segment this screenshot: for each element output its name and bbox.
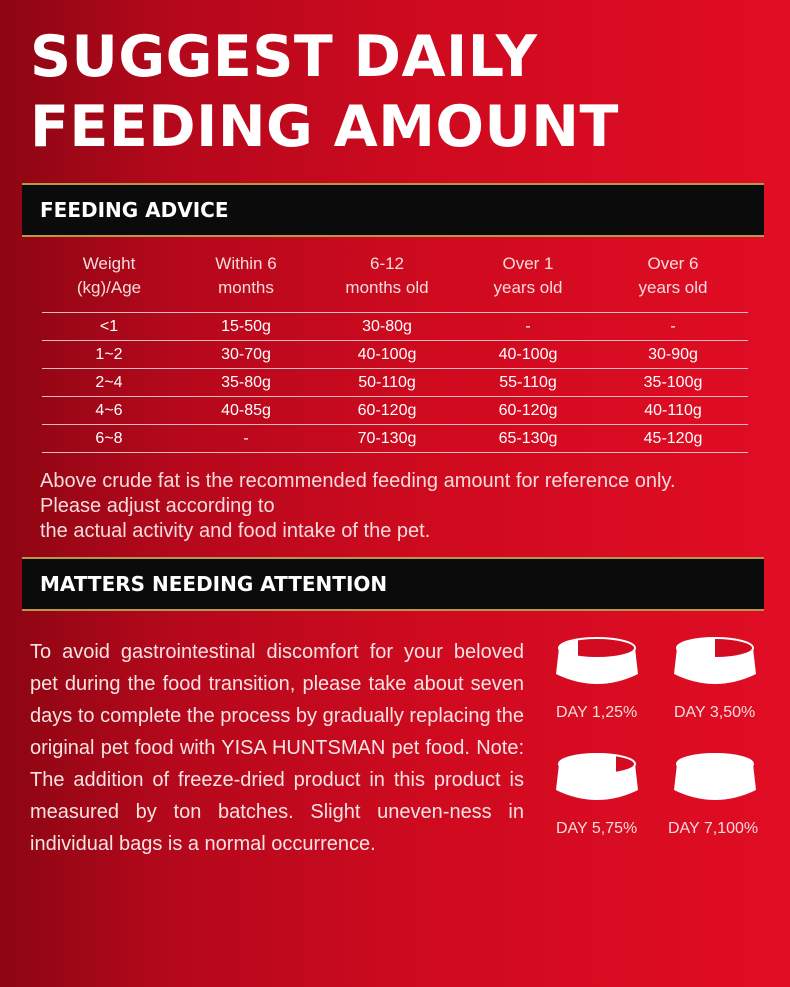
- table-row: 4~6 40-85g 60-120g 60-120g 40-110g: [42, 396, 748, 424]
- table-cell: 70-130g: [357, 429, 417, 447]
- table-cell: 30-80g: [362, 317, 412, 335]
- header-text-line: Over 6: [647, 254, 699, 273]
- table-cell: 30-90g: [648, 345, 698, 363]
- table-cell: 40-100g: [357, 345, 417, 363]
- bowl-caption: DAY 5,75%: [556, 820, 638, 837]
- header-text-line: Over 1: [502, 254, 554, 273]
- table-row: 2~4 35-80g 50-110g 55-110g 35-100g: [42, 368, 748, 396]
- table-row: 1~2 30-70g 40-100g 40-100g 30-90g: [42, 340, 748, 368]
- table-cell: 2~4: [95, 373, 123, 391]
- header-text-line: years old: [493, 278, 563, 297]
- table-cell: -: [670, 317, 676, 335]
- bowl-icon: [670, 632, 760, 692]
- header-text-line: months: [218, 278, 274, 297]
- table-header-row: Weight (kg)/Age Within 6 months 6-12 months…: [42, 252, 748, 312]
- reference-note: Above crude fat is the recommended feedi…: [40, 469, 676, 544]
- page-title: SUGGEST DAILY FEEDING AMOUNT: [30, 22, 619, 162]
- table-cell: 60-120g: [498, 401, 558, 419]
- header-text-line: Within 6: [215, 254, 277, 273]
- table-body: <1 15-50g 30-80g - - 1~2 30-70g 40-100g 40-100g 3…: [42, 312, 748, 453]
- header-text-line: 6-12: [369, 254, 405, 273]
- bowl-icon: [552, 748, 642, 808]
- header-text-line: (kg)/Age: [76, 278, 142, 297]
- title-line-2: FEEDING AMOUNT: [30, 94, 619, 160]
- bowl-icon: [670, 748, 760, 808]
- note-line-2: Please adjust according to: [40, 495, 275, 517]
- table-cell: 65-130g: [498, 429, 558, 447]
- table-cell: 35-80g: [221, 373, 271, 391]
- attention-label: MATTERS NEEDING ATTENTION: [40, 572, 388, 596]
- table-cell: 45-120g: [643, 429, 703, 447]
- header-over-1-year: Over 1 years old: [458, 252, 598, 312]
- table-cell: 4~6: [95, 401, 123, 419]
- table-cell: 40-85g: [221, 401, 271, 419]
- bowl-caption: DAY 3,50%: [674, 704, 756, 721]
- feeding-advice-label: FEEDING ADVICE: [40, 198, 229, 222]
- table-cell: 35-100g: [643, 373, 703, 391]
- title-line-1: SUGGEST DAILY: [30, 24, 538, 90]
- table-row: 6~8 - 70-130g 65-130g 45-120g: [42, 424, 748, 453]
- table-cell: 40-100g: [498, 345, 558, 363]
- table-cell: -: [525, 317, 531, 335]
- attention-header: MATTERS NEEDING ATTENTION: [22, 557, 764, 611]
- bowl-icon: [552, 632, 642, 692]
- header-text-line: months old: [345, 278, 429, 297]
- table-cell: 60-120g: [357, 401, 417, 419]
- table-cell: 55-110g: [499, 373, 557, 391]
- note-line-3: the actual activity and food intake of t…: [40, 520, 431, 542]
- header-text-line: years old: [638, 278, 708, 297]
- table-row: <1 15-50g 30-80g - -: [42, 312, 748, 340]
- transition-paragraph: To avoid gastrointestinal discomfort for…: [30, 641, 524, 855]
- header-within-6-months: Within 6 months: [176, 252, 316, 312]
- header-6-12-months: 6-12 months old: [316, 252, 458, 312]
- note-line-1: Above crude fat is the recommended feedi…: [40, 470, 676, 492]
- table-cell: 50-110g: [358, 373, 416, 391]
- feeding-table: Weight (kg)/Age Within 6 months 6-12 months…: [42, 252, 748, 453]
- table-cell: 1~2: [95, 345, 123, 363]
- bowl-caption: DAY 7,100%: [668, 820, 759, 837]
- feeding-advice-header: FEEDING ADVICE: [22, 183, 764, 237]
- table-cell: 15-50g: [221, 317, 271, 335]
- table-cell: 30-70g: [221, 345, 271, 363]
- table-cell: 6~8: [95, 429, 123, 447]
- bowl-caption: DAY 1,25%: [556, 704, 638, 721]
- table-cell: -: [243, 429, 249, 447]
- header-over-6-years: Over 6 years old: [598, 252, 748, 312]
- header-weight: Weight (kg)/Age: [42, 252, 176, 312]
- header-text-line: Weight: [82, 254, 136, 273]
- table-cell: 40-110g: [644, 401, 702, 419]
- table-cell: <1: [99, 317, 119, 335]
